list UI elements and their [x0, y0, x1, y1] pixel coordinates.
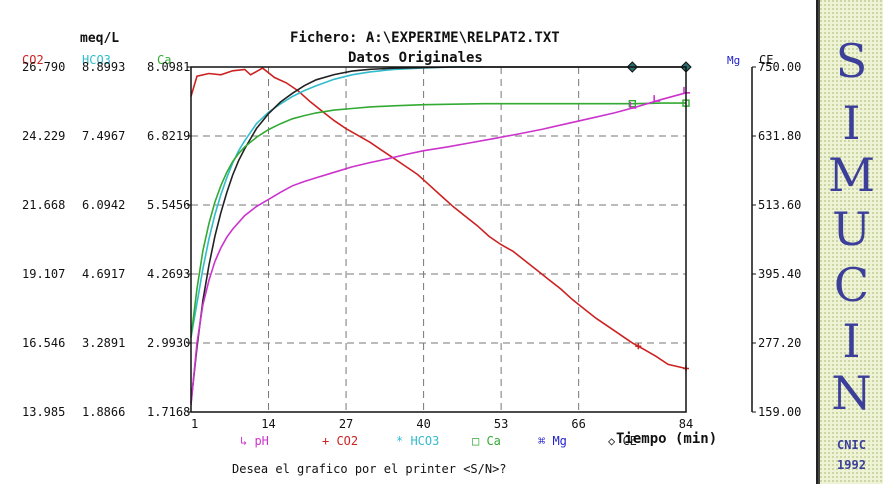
marker-co2 [635, 343, 642, 350]
y-tick-label-co2: 13.985 [22, 405, 65, 419]
series [190, 61, 692, 405]
y-tick-label-ca: 4.2693 [147, 267, 190, 281]
series-line-ca [190, 102, 686, 338]
legend-item-mg: ⌘ Mg [538, 434, 567, 448]
y-tick-label-ca: 8.0981 [147, 60, 190, 74]
y-tick-label-hco3: 3.2891 [82, 336, 125, 350]
logo-letter-u: U [832, 202, 871, 256]
marker-ca [628, 99, 637, 108]
marker-ph [629, 101, 637, 109]
logo-letter-i: I [842, 96, 861, 150]
y-tick-label-ce: 159.00 [758, 405, 801, 419]
y-tick-label-ce: 277.20 [758, 336, 801, 350]
y-tick-label-hco3: 7.4967 [82, 129, 125, 143]
legend-item-ph: ↳ pH [240, 434, 269, 448]
y-tick-label-hco3: 8.8993 [82, 60, 125, 74]
y-tick-label-ce: 395.40 [758, 267, 801, 281]
legend-item-ca: □ Ca [472, 434, 501, 448]
y-tick-label-ce: 513.60 [758, 198, 801, 212]
x-tick-label: 14 [261, 417, 275, 431]
series-line-hco3 [190, 66, 484, 338]
axis-label-co2: CO2 [22, 53, 44, 67]
legend: ↳ pH + CO2 * HCO3 □ Ca ⌘ Mg ◇ CE [240, 434, 637, 448]
x-tick-label: 1 [191, 417, 198, 431]
marker-ph [653, 95, 661, 102]
axis-label-ca: Ca [157, 53, 171, 67]
y-tick-label-co2: 16.546 [22, 336, 65, 350]
units-label: meq/L [80, 31, 119, 46]
legend-item-ce: ◇ CE [608, 434, 637, 448]
axis-label-hco3: HCO3 [82, 53, 111, 67]
y-tick-label-ca: 5.5456 [147, 198, 190, 212]
marker-ph [683, 86, 690, 94]
y-tick-label-hco3: 1.8866 [82, 405, 125, 419]
y-tick-label-ce: 750.00 [758, 60, 801, 74]
y-tick-label-co2: 21.668 [22, 198, 65, 212]
legend-item-co2: + CO2 [322, 434, 358, 448]
series-line-co2 [190, 67, 687, 370]
y-tick-label-ca: 2.9930 [147, 336, 190, 350]
grid [191, 67, 686, 412]
x-tick-label: 27 [339, 417, 353, 431]
chart-subtitle: Datos Originales [348, 50, 483, 66]
x-tick-label: 40 [416, 417, 430, 431]
x-tick-label: 84 [679, 417, 693, 431]
x-axis-title: Tiempo (min) [616, 431, 717, 447]
y-tick-label-ca: 1.7168 [147, 405, 190, 419]
simucin-logo-panel: S I M U C I N CNIC 1992 [818, 0, 883, 484]
legend-item-hco3: * HCO3 [396, 434, 439, 448]
logo-year: 1992 [837, 458, 866, 472]
y-tick-label-ca: 6.8219 [147, 129, 190, 143]
logo-letter-n: N [831, 366, 872, 420]
axis-label-ce: CE [759, 53, 773, 67]
plot-frame [190, 66, 687, 413]
logo-letter-m: M [827, 148, 876, 202]
logo-letter-i2: I [842, 314, 861, 368]
logo-org: CNIC [837, 438, 866, 452]
x-tick-label: 53 [494, 417, 508, 431]
y-tick-label-ce: 631.80 [758, 129, 801, 143]
chart-svg: meq/L Fichero: A:\EXPERIME\RELPAT2.TXT D… [22, 30, 801, 476]
tick-labels: 26.790 8.8993 8.0981 750.00 24.229 7.4967 6.82… [22, 60, 801, 431]
axis-label-mg: Mg [727, 54, 740, 67]
logo-letter-s: S [835, 34, 868, 88]
y-tick-label-co2: 26.790 [22, 60, 65, 74]
y-tick-label-hco3: 6.0942 [82, 198, 125, 212]
y-tick-label-co2: 19.107 [22, 267, 65, 281]
series-line-ph [190, 92, 687, 405]
series-line-ce [190, 66, 686, 403]
file-title: Fichero: A:\EXPERIME\RELPAT2.TXT [290, 30, 560, 46]
y-tick-label-co2: 24.229 [22, 129, 65, 143]
logo-letter-c: C [833, 258, 870, 312]
x-tick-label: 66 [571, 417, 585, 431]
chart-panel: meq/L Fichero: A:\EXPERIME\RELPAT2.TXT D… [22, 0, 818, 484]
printer-prompt: Desea el grafico por el printer <S/N>? [232, 462, 507, 476]
y-tick-label-hco3: 4.6917 [82, 267, 125, 281]
